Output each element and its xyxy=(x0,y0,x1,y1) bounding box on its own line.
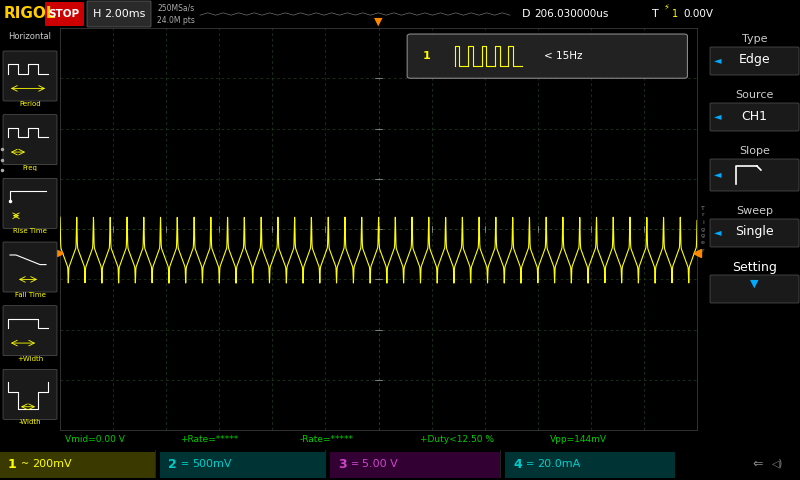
Text: 206.030000us: 206.030000us xyxy=(534,9,608,19)
Text: ▼: ▼ xyxy=(750,279,758,289)
Text: ⚡: ⚡ xyxy=(663,2,669,12)
Text: Freq: Freq xyxy=(22,165,38,171)
Text: 4: 4 xyxy=(513,457,522,470)
Text: 1: 1 xyxy=(672,9,678,19)
Text: -Width: -Width xyxy=(18,420,42,425)
Text: CH1: CH1 xyxy=(742,109,767,122)
FancyBboxPatch shape xyxy=(3,369,57,420)
Text: 2: 2 xyxy=(168,457,177,470)
Text: +Width: +Width xyxy=(17,356,43,361)
Text: Horizontal: Horizontal xyxy=(9,32,51,41)
Text: T
r
i
g
g
e
r: T r i g g e r xyxy=(701,205,705,252)
Text: 500mV: 500mV xyxy=(192,459,231,469)
Text: -Rate=*****: -Rate=***** xyxy=(300,435,354,444)
Text: Type: Type xyxy=(742,34,767,44)
Text: 2.00ms: 2.00ms xyxy=(104,9,146,19)
Bar xyxy=(0,452,155,478)
Text: =: = xyxy=(181,459,189,469)
Text: RIGOL: RIGOL xyxy=(4,7,57,22)
Text: STOP: STOP xyxy=(49,9,79,19)
Text: ◄: ◄ xyxy=(714,55,722,65)
Text: Single: Single xyxy=(735,226,774,239)
Text: ◄: ◄ xyxy=(714,111,722,121)
Text: 0.00V: 0.00V xyxy=(683,9,713,19)
Text: 250MSa/s: 250MSa/s xyxy=(157,3,194,12)
Text: Rise Time: Rise Time xyxy=(13,228,47,234)
Text: 24.0M pts: 24.0M pts xyxy=(157,16,195,24)
Text: ◄: ◄ xyxy=(714,169,722,179)
Text: =: = xyxy=(526,459,534,469)
Text: Edge: Edge xyxy=(738,53,770,67)
Text: 200mV: 200mV xyxy=(32,459,72,469)
Text: H: H xyxy=(93,9,102,19)
FancyBboxPatch shape xyxy=(3,51,57,101)
FancyBboxPatch shape xyxy=(45,2,84,26)
Text: 3: 3 xyxy=(338,457,346,470)
Bar xyxy=(330,452,500,478)
Text: Slope: Slope xyxy=(739,146,770,156)
Text: 1: 1 xyxy=(51,249,57,258)
Text: =: = xyxy=(351,459,359,469)
Text: 5.00 V: 5.00 V xyxy=(362,459,398,469)
FancyBboxPatch shape xyxy=(710,219,799,247)
Text: 20.0mA: 20.0mA xyxy=(537,459,580,469)
Text: Fall Time: Fall Time xyxy=(14,292,46,298)
Text: Sweep: Sweep xyxy=(736,206,773,216)
Text: 1: 1 xyxy=(8,457,17,470)
FancyBboxPatch shape xyxy=(3,242,57,292)
FancyBboxPatch shape xyxy=(407,34,687,78)
Text: < 15Hz: < 15Hz xyxy=(544,51,582,61)
Text: Source: Source xyxy=(735,90,774,100)
Text: T: T xyxy=(652,9,658,19)
FancyBboxPatch shape xyxy=(710,103,799,131)
Text: ◄: ◄ xyxy=(714,227,722,237)
FancyBboxPatch shape xyxy=(3,306,57,356)
Text: Setting: Setting xyxy=(732,261,777,274)
Text: Vmid=0.00 V: Vmid=0.00 V xyxy=(65,435,125,444)
Text: +Rate=*****: +Rate=***** xyxy=(180,435,238,444)
Text: ▼: ▼ xyxy=(374,17,382,26)
Text: ◁): ◁) xyxy=(772,459,783,469)
FancyBboxPatch shape xyxy=(710,47,799,75)
Text: 1: 1 xyxy=(423,51,431,61)
Bar xyxy=(160,452,325,478)
FancyBboxPatch shape xyxy=(710,275,799,303)
FancyBboxPatch shape xyxy=(3,179,57,228)
Text: ~: ~ xyxy=(21,459,29,469)
Text: Vpp=144mV: Vpp=144mV xyxy=(550,435,607,444)
FancyBboxPatch shape xyxy=(3,115,57,165)
Text: Period: Period xyxy=(19,101,41,107)
FancyBboxPatch shape xyxy=(710,159,799,191)
FancyBboxPatch shape xyxy=(87,1,151,27)
Text: +Duty<12.50 %: +Duty<12.50 % xyxy=(420,435,494,444)
Bar xyxy=(505,452,675,478)
Text: D: D xyxy=(522,9,530,19)
Text: ⇐: ⇐ xyxy=(752,457,762,470)
